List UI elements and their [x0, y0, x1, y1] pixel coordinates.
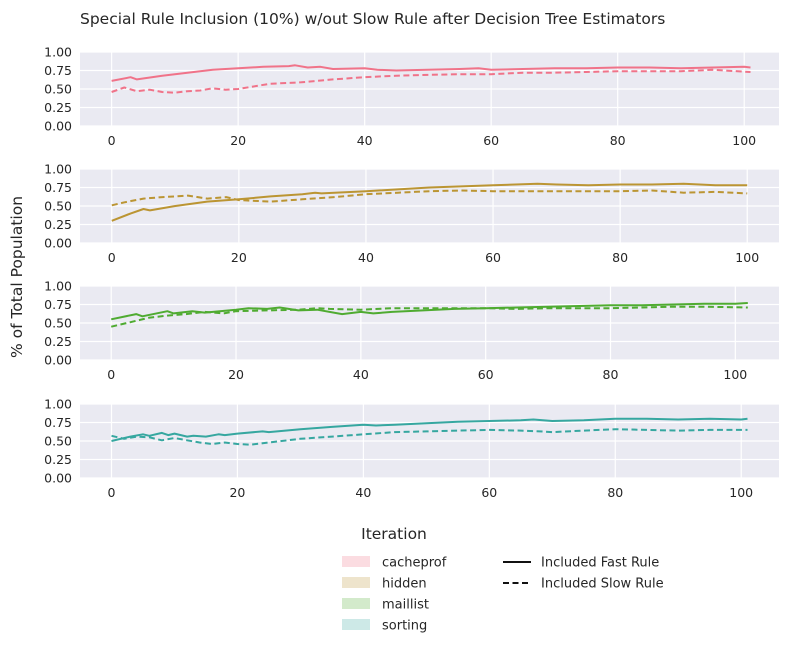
- y-tick-label: 0.00: [44, 353, 72, 368]
- x-tick-label: 40: [355, 485, 371, 500]
- x-tick-label: 20: [231, 250, 247, 265]
- y-tick-label: 0.75: [44, 297, 72, 312]
- y-tick-label: 1.00: [44, 45, 72, 60]
- series-line-maillist-slow: [110, 305, 748, 328]
- series-line-sorting-fast: [111, 417, 748, 442]
- legend-label-cacheprof: cacheprof: [382, 556, 447, 571]
- x-axis-label: Iteration: [361, 525, 427, 543]
- x-tick-label: 100: [729, 485, 753, 500]
- y-tick-label: 0.75: [44, 180, 72, 195]
- x-tick-label: 20: [229, 485, 245, 500]
- y-tick-label: 0.00: [44, 236, 72, 251]
- x-tick-label: 0: [108, 133, 116, 148]
- x-tick-label: 80: [610, 133, 626, 148]
- panels: 0.00 0.25 0.50 0.75 1.00 0 20 40 60 80 100 0.00 0.25…: [44, 45, 779, 500]
- legend-swatch-sorting: [342, 619, 370, 630]
- y-tick-label: 0.25: [44, 100, 72, 115]
- y-tick-label: 1.00: [44, 397, 72, 412]
- series-line-cacheprof-fast: [111, 64, 751, 82]
- x-tick-label: 40: [353, 367, 369, 382]
- legend-swatch-maillist: [342, 598, 370, 609]
- panel-hidden: 0.00 0.25 0.50 0.75 1.00 0 20 40 60 80 100: [44, 162, 779, 265]
- y-tick-label: 0.00: [44, 119, 72, 134]
- x-tick-label: 80: [612, 250, 628, 265]
- x-tick-label: 60: [485, 250, 501, 265]
- x-tick-label: 100: [735, 250, 759, 265]
- panel-cacheprof: 0.00 0.25 0.50 0.75 1.00 0 20 40 60 80 100: [44, 45, 779, 148]
- legend-swatch-hidden: [342, 577, 370, 588]
- series-line-maillist-fast: [110, 302, 748, 321]
- x-tick-label: 20: [228, 367, 244, 382]
- series-line-hidden-fast: [111, 182, 748, 222]
- x-tick-label: 60: [483, 133, 499, 148]
- y-tick-label: 0.25: [44, 217, 72, 232]
- y-tick-label: 0.50: [44, 82, 72, 97]
- x-tick-label: 0: [107, 367, 115, 382]
- y-tick-label: 1.00: [44, 162, 72, 177]
- series-line-cacheprof-slow: [111, 68, 751, 94]
- legend-label-fast-rule: Included Fast Rule: [541, 556, 659, 571]
- y-tick-label: 0.25: [44, 334, 72, 349]
- x-tick-label: 40: [357, 133, 373, 148]
- legend-label-slow-rule: Included Slow Rule: [541, 577, 664, 592]
- legend-swatch-cacheprof: [342, 556, 370, 567]
- y-tick-label: 0.50: [44, 434, 72, 449]
- series-line-sorting-slow: [111, 428, 748, 446]
- y-tick-label: 0.75: [44, 415, 72, 430]
- y-tick-label: 0.25: [44, 452, 72, 467]
- y-tick-label: 0.50: [44, 199, 72, 214]
- legend-label-sorting: sorting: [382, 619, 427, 634]
- x-tick-label: 0: [108, 250, 116, 265]
- y-tick-label: 0.00: [44, 471, 72, 486]
- x-tick-label: 40: [358, 250, 374, 265]
- y-tick-label: 0.75: [44, 63, 72, 78]
- y-tick-label: 0.50: [44, 316, 72, 331]
- x-tick-label: 60: [481, 485, 497, 500]
- x-tick-label: 100: [723, 367, 747, 382]
- chart-title: Special Rule Inclusion (10%) w/out Slow …: [80, 10, 665, 28]
- x-tick-label: 80: [603, 367, 619, 382]
- legend: cacheprof hidden maillist sorting Included F…: [342, 556, 664, 634]
- x-tick-label: 0: [108, 485, 116, 500]
- x-tick-label: 20: [230, 133, 246, 148]
- panel-sorting: 0.00 0.25 0.50 0.75 1.00 0 20 40 60 80 100: [44, 397, 779, 500]
- y-axis-label: % of Total Population: [8, 196, 26, 358]
- panel-maillist: 0.00 0.25 0.50 0.75 1.00 0 20 40 60 80 100: [44, 279, 779, 382]
- legend-label-maillist: maillist: [382, 598, 429, 613]
- y-tick-label: 1.00: [44, 279, 72, 294]
- x-tick-label: 60: [478, 367, 494, 382]
- x-tick-label: 80: [607, 485, 623, 500]
- x-tick-label: 100: [732, 133, 756, 148]
- legend-label-hidden: hidden: [382, 577, 427, 592]
